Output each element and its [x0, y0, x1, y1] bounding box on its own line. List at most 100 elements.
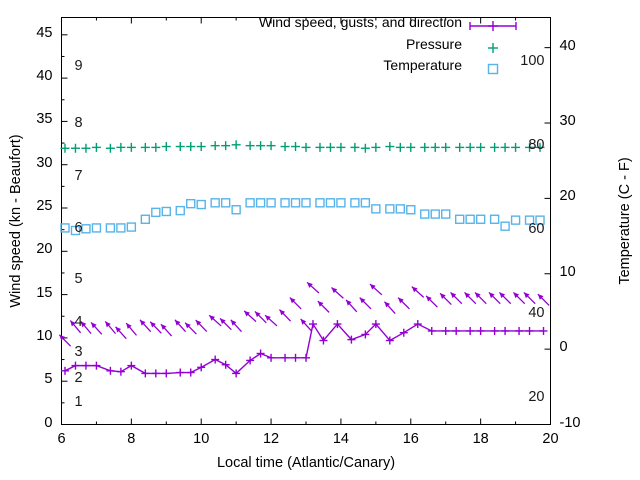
- pressure-point: [186, 142, 196, 152]
- wind-speed-point: [232, 369, 241, 378]
- x-tick-label: 12: [262, 430, 280, 447]
- pressure-point: [221, 141, 231, 151]
- pressure-point: [406, 142, 416, 152]
- temperature-point: [266, 198, 276, 208]
- fahrenheit-label-20: 20: [528, 388, 545, 405]
- temperature-point: [465, 214, 475, 224]
- wind-direction-arrow: [115, 326, 127, 340]
- wind-direction-arrow: [359, 297, 372, 310]
- wind-speed-point: [452, 326, 461, 335]
- legend-marker-0: [488, 21, 498, 31]
- temperature-point: [524, 215, 535, 225]
- pressure-point: [490, 142, 500, 152]
- pressure-point: [231, 140, 241, 150]
- legend-label-1: Pressure: [405, 36, 462, 52]
- temperature-point: [489, 214, 500, 224]
- pressure-point: [325, 142, 335, 152]
- wind-direction-arrow: [149, 321, 162, 334]
- temperature-point: [441, 209, 451, 219]
- wind-speed-point: [291, 353, 300, 362]
- wind-direction-arrow: [488, 291, 501, 305]
- pressure-point: [360, 143, 370, 153]
- temperature-point: [336, 198, 346, 208]
- wind-speed-point: [221, 360, 230, 369]
- wind-speed-point: [246, 356, 255, 365]
- pressure-point: [245, 141, 255, 151]
- temperature-point: [385, 204, 395, 214]
- wind-speed-point: [127, 361, 136, 370]
- pressure-point: [350, 142, 360, 152]
- fahrenheit-label-80: 80: [528, 136, 545, 153]
- beaufort-label-6: 6: [74, 220, 83, 237]
- temperature-point: [220, 198, 231, 208]
- pressure-point: [385, 142, 395, 152]
- pressure-point: [116, 142, 126, 152]
- wind-speed-point: [515, 326, 524, 335]
- y-tick-label: 0: [44, 414, 53, 431]
- wind-direction-arrow: [464, 291, 477, 305]
- beaufort-label-9: 9: [74, 58, 83, 75]
- y2-tick-label: 10: [559, 263, 576, 280]
- temperature-point: [91, 223, 102, 233]
- pressure-point: [81, 143, 91, 153]
- wind-direction-arrow: [331, 287, 344, 299]
- temperature-point: [360, 198, 371, 208]
- pressure-point: [151, 142, 161, 152]
- beaufort-label-3: 3: [74, 344, 83, 361]
- temperature-point: [420, 209, 430, 219]
- wind-speed-point: [162, 369, 171, 378]
- pressure-point: [210, 141, 220, 151]
- wind-speed-point: [413, 320, 422, 329]
- wind-direction-arrow: [512, 291, 526, 305]
- wind-speed-point: [141, 369, 150, 378]
- wind-speed-point: [319, 336, 328, 345]
- y-tick-label: 45: [36, 24, 53, 41]
- wind-direction-arrow: [264, 314, 278, 327]
- x-tick-label: 18: [472, 430, 489, 447]
- beaufort-label-5: 5: [74, 270, 83, 287]
- wind-direction-arrow: [184, 322, 197, 335]
- pressure-point: [256, 141, 266, 151]
- pressure-point: [465, 142, 475, 152]
- pressure-point: [161, 142, 171, 152]
- temperature-point: [406, 205, 416, 215]
- temperature-point: [175, 205, 185, 216]
- wind-direction-arrow: [279, 309, 292, 322]
- wind-speed-point: [361, 330, 370, 339]
- pressure-point: [70, 143, 80, 153]
- x-axis-title: Local time (Atlantic/Canary): [216, 455, 396, 471]
- wind-direction-arrow: [58, 334, 72, 347]
- x-tick-label: 8: [127, 430, 136, 447]
- pressure-point: [336, 142, 346, 152]
- beaufort-label-2: 2: [74, 370, 83, 387]
- x-tick-label: 20: [542, 430, 559, 447]
- temperature-point: [395, 204, 406, 214]
- wind-direction-arrow: [537, 293, 550, 306]
- wind-speed-point: [60, 366, 69, 375]
- pressure-point: [476, 142, 486, 152]
- wind-direction-arrow: [383, 301, 396, 314]
- pressure-point: [430, 142, 440, 152]
- x-tick-label: 16: [402, 430, 419, 447]
- temperature-point: [475, 214, 486, 224]
- wind-direction-arrow: [397, 297, 410, 310]
- wind-speed-point: [116, 367, 125, 376]
- wind-direction-arrow: [219, 317, 232, 331]
- wind-direction-arrow: [254, 311, 267, 324]
- fahrenheit-label-100: 100: [520, 53, 545, 70]
- temperature-point: [500, 221, 510, 231]
- wind-direction-arrow: [243, 310, 257, 323]
- wind-speed-point: [333, 320, 342, 329]
- wind-speed-point: [92, 361, 101, 370]
- wind-direction-arrow: [160, 323, 173, 337]
- pressure-point: [301, 142, 311, 152]
- pressure-point: [266, 141, 276, 151]
- wind-speed-point: [186, 368, 195, 377]
- temperature-point: [70, 225, 81, 236]
- y-tick-label: 25: [36, 198, 53, 214]
- y2-tick-label: 40: [559, 37, 576, 54]
- legend-marker-2: [487, 63, 499, 75]
- wind-speed-point: [501, 326, 510, 335]
